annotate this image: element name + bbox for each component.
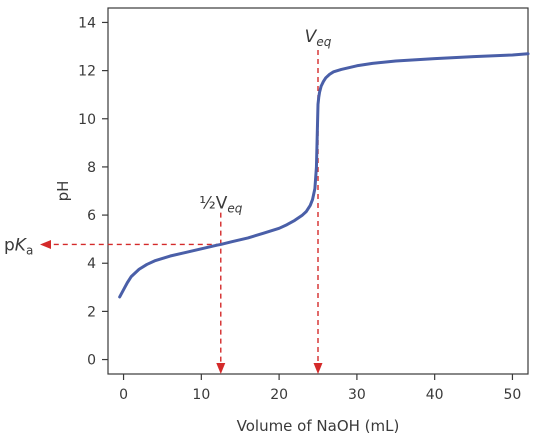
y-tick-label: 14 xyxy=(78,15,96,31)
y-axis: 0 2 4 6 8 10 12 14 xyxy=(78,15,108,369)
y-tick-label: 6 xyxy=(87,208,96,224)
guide-lines xyxy=(40,50,323,374)
pka-label: pKa xyxy=(4,235,33,257)
x-tick-label: 10 xyxy=(192,387,210,403)
x-tick-label: 30 xyxy=(348,387,366,403)
y-tick-label: 12 xyxy=(78,64,96,80)
y-axis-title: pH xyxy=(54,181,72,202)
pka-arrowhead xyxy=(40,239,51,249)
x-axis-title: Volume of NaOH (mL) xyxy=(237,417,400,435)
veq-arrowhead xyxy=(313,363,323,374)
y-tick-label: 0 xyxy=(87,353,96,369)
y-tick-label: 10 xyxy=(78,112,96,128)
titration-curve xyxy=(118,52,530,299)
x-axis: 0 10 20 30 40 50 xyxy=(119,374,521,403)
x-tick-label: 0 xyxy=(119,387,128,403)
x-tick-label: 40 xyxy=(426,387,444,403)
half-veq-arrowhead xyxy=(216,363,226,374)
y-tick-label: 2 xyxy=(87,304,96,320)
half-veq-label: ½Veq xyxy=(199,194,242,216)
x-tick-label: 20 xyxy=(270,387,288,403)
y-tick-label: 8 xyxy=(87,160,96,176)
veq-label: Veq xyxy=(305,27,332,49)
y-tick-label: 4 xyxy=(87,256,96,272)
x-tick-label: 50 xyxy=(504,387,522,403)
